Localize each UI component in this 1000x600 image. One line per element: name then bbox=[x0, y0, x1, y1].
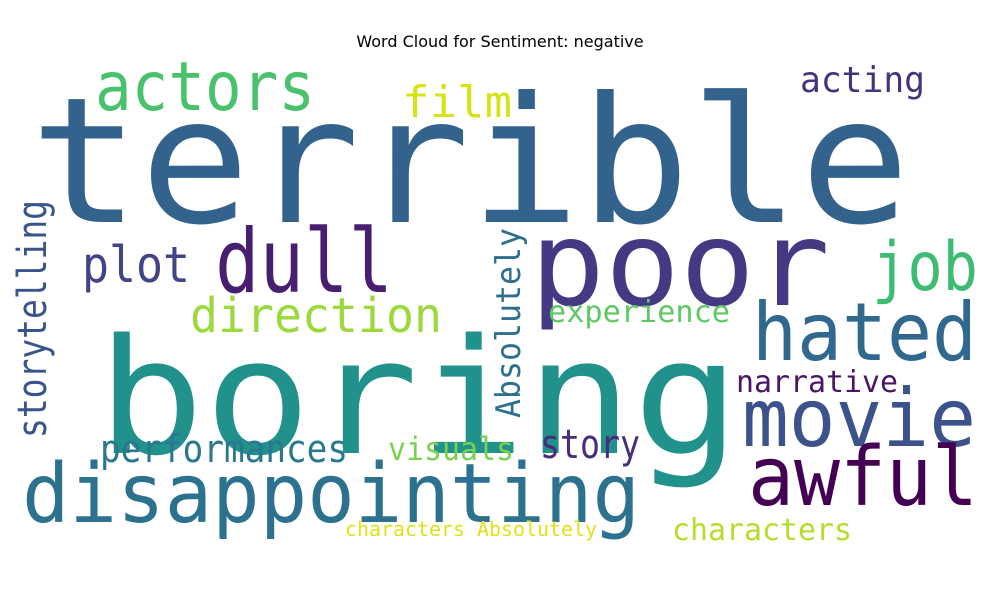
word-disappointing: disappointing bbox=[22, 447, 640, 542]
word-plot: plot bbox=[82, 236, 190, 294]
word-characters: characters bbox=[672, 513, 852, 548]
word-hated: hated bbox=[752, 286, 977, 379]
word-actors: actors bbox=[95, 48, 315, 127]
word-awful: awful bbox=[748, 430, 978, 525]
word-boring: boring bbox=[97, 304, 740, 491]
word-experience: experience bbox=[548, 295, 730, 330]
word-film: film bbox=[402, 77, 512, 128]
word-performances: performances bbox=[100, 427, 348, 471]
word-job: job bbox=[872, 228, 978, 307]
chart-title: Word Cloud for Sentiment: negative bbox=[356, 32, 644, 51]
word-visuals: visuals bbox=[388, 430, 514, 468]
word-acting: acting bbox=[800, 60, 925, 101]
word-movie: movie bbox=[742, 372, 976, 465]
word-dull: dull bbox=[215, 210, 393, 313]
word-direction: direction bbox=[190, 288, 442, 344]
word-story: story bbox=[540, 422, 640, 468]
word-absolutely: Absolutely bbox=[489, 228, 529, 418]
word-narrative: narrative bbox=[736, 365, 898, 400]
word-storytelling: storytelling bbox=[10, 200, 56, 438]
word-characters-absolutely: characters Absolutely bbox=[345, 517, 597, 541]
word-terrible: terrible bbox=[30, 61, 910, 264]
word-poor: poor bbox=[530, 195, 830, 333]
